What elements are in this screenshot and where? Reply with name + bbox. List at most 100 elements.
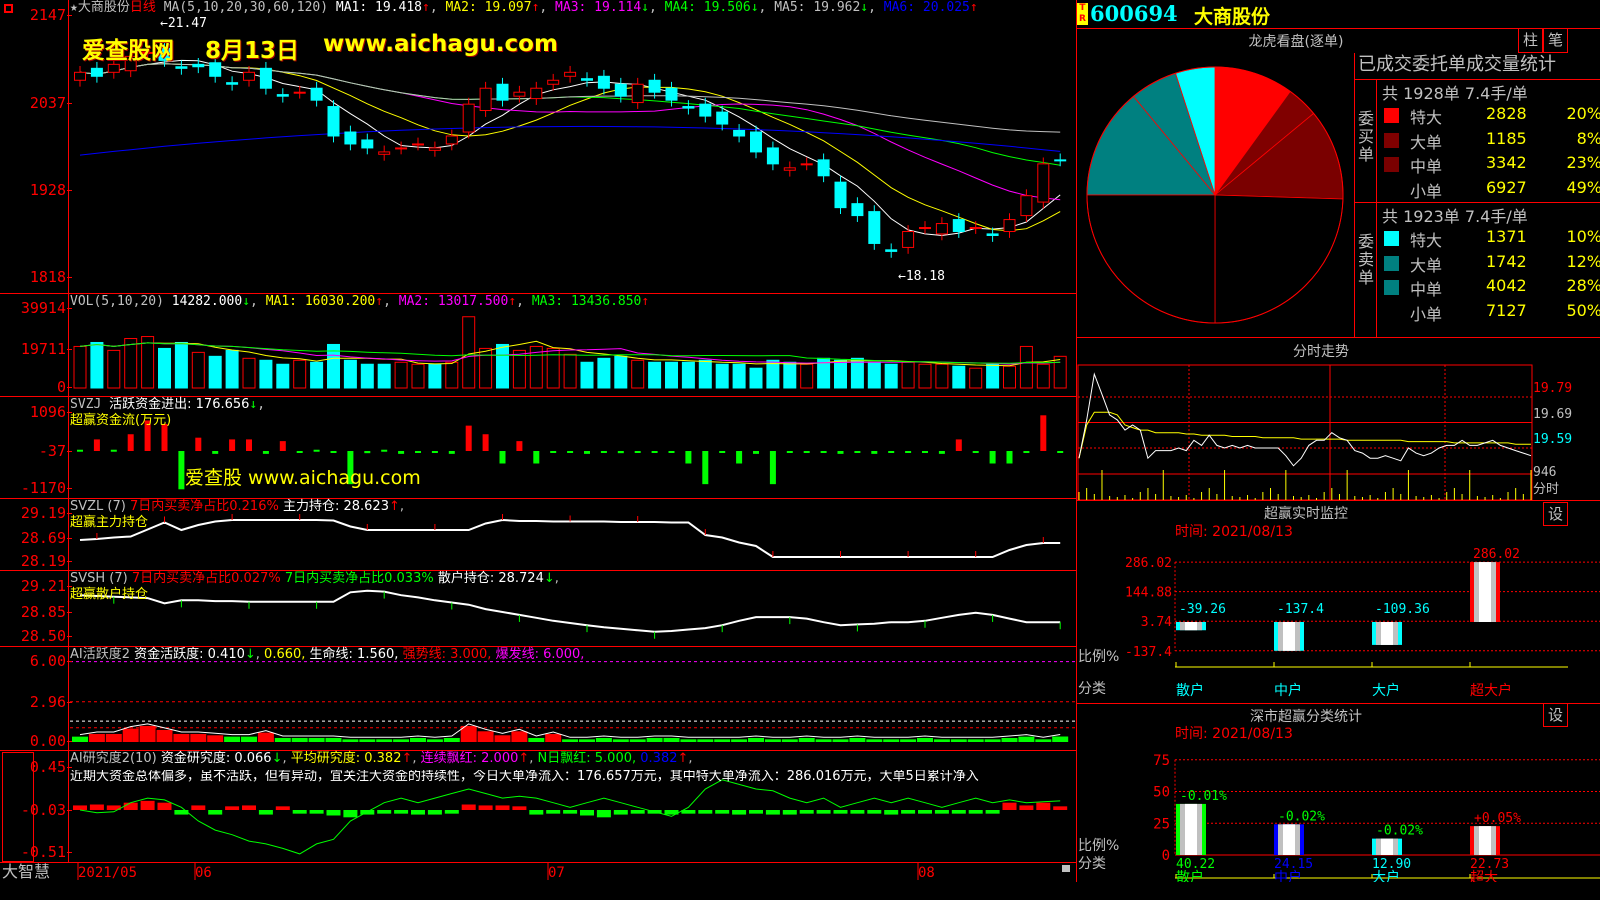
research-bar	[427, 810, 442, 815]
order-count: 4042	[1486, 276, 1527, 295]
monitor-category-label: 分类	[1078, 681, 1106, 697]
volume-bar	[141, 336, 155, 389]
svzl-title: SVZL (7)	[70, 499, 126, 514]
up-arrow-icon: ↑	[388, 499, 400, 514]
monitor-ratio-label: 比例%	[1078, 649, 1120, 665]
money-flow-bar	[178, 451, 185, 490]
monitor-value-label: -109.36	[1375, 602, 1430, 617]
date-label: 07	[548, 865, 565, 881]
research-bar	[292, 810, 307, 814]
intraday-chart[interactable]	[1076, 335, 1600, 500]
candle	[699, 103, 712, 117]
up-arrow-icon: ↑	[969, 0, 978, 15]
order-pie-chart	[1086, 66, 1344, 324]
candle	[1003, 219, 1016, 233]
research-bar	[833, 810, 848, 814]
activity-bar	[410, 737, 426, 742]
bar-mode-button[interactable]: 柱	[1518, 28, 1543, 53]
research-bar	[613, 810, 628, 815]
research-bar	[546, 810, 561, 814]
period-label[interactable]: 日线	[129, 0, 156, 15]
activity-bar	[866, 739, 883, 742]
money-flow-bar	[736, 451, 743, 464]
order-count: 2828	[1486, 104, 1527, 123]
svzj-axis-label: -37	[38, 442, 73, 460]
candle	[851, 203, 864, 217]
volume-bar	[681, 361, 695, 389]
panel-divider	[0, 862, 1076, 863]
kline-chart-area[interactable]	[0, 0, 1076, 882]
candle	[175, 66, 188, 69]
activity-bar	[1018, 736, 1035, 742]
monitor-bar-shine	[1283, 622, 1295, 651]
research-bar	[529, 810, 544, 815]
money-flow-bar	[161, 423, 168, 451]
star-icon[interactable]: ★	[70, 0, 78, 15]
activity-bar	[393, 739, 410, 742]
volume-bar	[800, 363, 814, 389]
intraday-frame	[1077, 364, 1533, 500]
money-flow-bar	[702, 451, 709, 485]
monitor-settings-button[interactable]: 设	[1543, 502, 1568, 526]
up-arrow-icon: ↑	[677, 751, 689, 766]
research-bar	[715, 810, 730, 814]
stats-change-label: +0.05%	[1474, 811, 1521, 826]
research-bar	[478, 805, 493, 810]
dragon-title: 龙虎看盘(逐单)	[1248, 34, 1344, 50]
ai-research-nred: N日飘红: 5.000,	[537, 751, 637, 766]
stats-settings-button[interactable]: 设	[1543, 703, 1568, 727]
activity-bar	[477, 731, 494, 742]
candle	[479, 87, 492, 112]
candle	[648, 79, 661, 93]
svzj-header: SVZJ 活跃资金进出: 176.656↓,	[70, 397, 266, 412]
ai-research-avg: 平均研究度: 0.382	[290, 751, 402, 766]
panel-divider	[0, 646, 1076, 647]
money-flow-bar	[888, 451, 895, 453]
menu-icon[interactable]	[4, 4, 13, 13]
money-flow-bar	[364, 451, 371, 454]
price-header: ★大商股份日线 MA(5,10,20,30,60,120) MA1: 19.41…	[70, 0, 978, 15]
svsh-ratio1: 7日内买卖净占比0.027%	[131, 571, 281, 586]
pie-slice	[1086, 194, 1216, 324]
volume-bar	[665, 361, 678, 389]
tr-badge[interactable]: TR	[1077, 3, 1088, 25]
tick-mode-button[interactable]: 笔	[1543, 28, 1568, 53]
activity-bar	[545, 733, 562, 742]
volume-bar	[631, 359, 645, 389]
activity-bar	[748, 737, 764, 742]
candle	[327, 106, 340, 137]
research-line	[79, 779, 1061, 855]
candle	[428, 147, 441, 151]
money-flow-bar	[229, 439, 236, 451]
activity-bar	[1001, 737, 1018, 742]
money-flow-bar	[77, 449, 83, 452]
date-label: 08	[918, 865, 935, 881]
panel-divider	[0, 750, 1076, 751]
vol-ma2: MA2: 13017.500	[398, 294, 509, 309]
stats-axis-label: 50	[1153, 785, 1170, 801]
candle	[395, 147, 408, 150]
activity-bar	[612, 739, 629, 742]
candle	[90, 67, 103, 77]
order-type: 中单	[1410, 157, 1443, 176]
svzl-axis-label: 29.19	[20, 504, 73, 522]
order-pct: 20%	[1566, 104, 1600, 123]
activity-bar	[646, 737, 663, 742]
ai-active-axis-label: 2.96	[29, 693, 73, 711]
research-bar	[157, 802, 172, 810]
ai-research-red: 连续飘红: 2.000	[420, 751, 519, 766]
order-pct: 12%	[1566, 251, 1600, 271]
volume-bar	[783, 361, 797, 389]
candle	[107, 63, 120, 73]
color-swatch	[1384, 304, 1399, 320]
activity-bar	[950, 739, 967, 742]
volume-bar	[107, 349, 121, 389]
volume-bar	[208, 355, 222, 389]
volume-bar	[174, 341, 188, 389]
lock-icon[interactable]	[1062, 865, 1070, 872]
ma120-line	[79, 125, 1061, 156]
research-bar	[461, 804, 476, 810]
candle	[293, 91, 306, 94]
candle	[243, 71, 255, 81]
candle	[614, 83, 627, 97]
